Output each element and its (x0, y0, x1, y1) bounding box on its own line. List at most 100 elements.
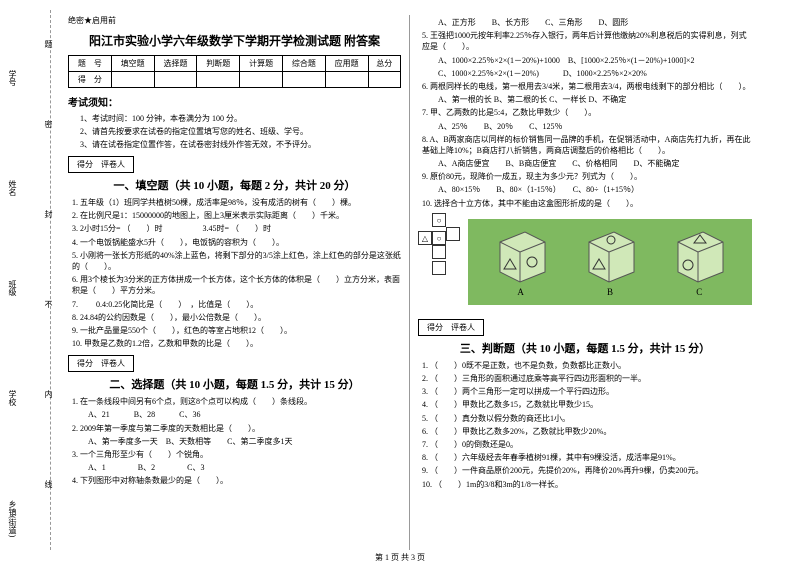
score-box: 得分 评卷人 (418, 319, 484, 336)
question: 7. （ ）0的倒数还是0。 (418, 439, 752, 450)
dice-c: C (668, 227, 730, 297)
cell[interactable] (240, 72, 283, 88)
cell[interactable] (325, 72, 368, 88)
binding-label: 学号 (7, 70, 18, 86)
exam-title: 阳江市实验小学六年级数学下学期开学检测试题 附答案 (68, 32, 401, 49)
question: 5. 小刚将一张长方形纸的40%涂上蓝色，将剩下部分的3/5涂上红色，涂上红色的… (68, 250, 401, 272)
cell: 填空题 (111, 56, 154, 72)
dice-a: A (490, 227, 552, 297)
binding-margin: 乡镇(街道) 学校 班级 姓名 学号 线 内 不 封 密 题 (5, 10, 55, 550)
score-box: 得分 评卷人 (68, 355, 134, 372)
question: A、1000×2.25％×2×(1－20%)+1000 B、[1000×2.25… (418, 55, 752, 66)
cell[interactable] (111, 72, 154, 88)
question: 9. （ ）一件商品原价200元，先提价20%，再降价20%再升9棵，仍卖200… (418, 465, 752, 476)
dice-label: C (668, 287, 730, 297)
page-container: 绝密★启用前 阳江市实验小学六年级数学下学期开学检测试题 附答案 题 号 填空题… (0, 0, 800, 555)
cell: 综合题 (282, 56, 325, 72)
net-and-dice-figure: ○ △○ A B C (418, 213, 752, 311)
seal-char: 密 (43, 120, 54, 128)
cell[interactable] (197, 72, 240, 88)
question: 9. 原价80元，现降价一成五，现主为多少元？列式为（ ）。 (418, 171, 752, 182)
cube-icon (579, 227, 641, 285)
table-row: 得 分 (69, 72, 401, 88)
seal-char: 题 (43, 40, 54, 48)
question: 1. 五年级（1）班同学共植树50棵，成活率是98％，没有成活的树有（ ）棵。 (68, 197, 401, 208)
notice-item: 3、请在试卷指定位置作答，在试卷密封线外作答无效，不予评分。 (68, 139, 401, 150)
question: 4. 一个电饭锅能盛水5升（ ），电饭锅的容积为（ ）。 (68, 237, 401, 248)
left-column: 绝密★启用前 阳江市实验小学六年级数学下学期开学检测试题 附答案 题 号 填空题… (60, 15, 410, 550)
question: 1. （ ）0既不是正数，也不是负数，负数都比正数小。 (418, 360, 752, 371)
table-row: 题 号 填空题 选择题 判断题 计算题 综合题 应用题 总分 (69, 56, 401, 72)
seal-char: 线 (43, 480, 54, 488)
section-title: 三、判断题（共 10 小题，每题 1.5 分，共计 15 分） (418, 340, 752, 356)
question: 10. 甲数是乙数的1.2倍，乙数和甲数的比是（ ）。 (68, 338, 401, 349)
question: 2. 在比例尺是1：15000000的地图上，图上3厘米表示实际距离（ ）千米。 (68, 210, 401, 221)
question: 9. 一批产品量是550个（ ），红色的等室占地积12（ ）。 (68, 325, 401, 336)
question: 7. 0.4:0.25化简比是（ ） ，比值是（ ）。 (68, 299, 401, 310)
question: A、80×15％ B、80×（1-15％） C、80÷（1+15％） (418, 184, 752, 195)
question: 3. 一个三角形至少有（ ）个锐角。 (68, 449, 401, 460)
dice-label: A (490, 287, 552, 297)
question: 4. （ ）甲数比乙数多15，乙数就比甲数少15。 (418, 399, 752, 410)
question: 3. 2小时15分= （ ）时 3.45时= （ ）时 (68, 223, 401, 234)
seal-char: 封 (43, 210, 54, 218)
question: 10. 选择合十立方体，其中不能由这盒图形折成的是（ ）。 (418, 198, 752, 209)
question: 5. （ ）真分数以假分数的商还比1小。 (418, 413, 752, 424)
question: 5. 王强把1000元按年利率2.25％存入银行，两年后计算他缴纳20%利息税后… (418, 30, 752, 52)
cell: 计算题 (240, 56, 283, 72)
cell: 应用题 (325, 56, 368, 72)
cell: 题 号 (69, 56, 112, 72)
dice-label: B (579, 287, 641, 297)
question: 6. 用3个棱长为3分米的正方体拼成一个长方体，这个长方体的体积是（ ）立方分米… (68, 274, 401, 296)
cell: 选择题 (154, 56, 197, 72)
cube-net: ○ △○ (418, 213, 460, 277)
cell[interactable] (154, 72, 197, 88)
cube-icon (490, 227, 552, 285)
question: A、25％ B、20％ C、125％ (418, 121, 752, 132)
question: 8. 24.84的公约因数是（ ），最小公倍数是（ ）。 (68, 312, 401, 323)
cell[interactable] (282, 72, 325, 88)
question: 2. （ ）三角形的面积通过底乘等高平行四边形面积的一半。 (418, 373, 752, 384)
question: A、第一根的长 B、第二根的长 C、一样长 D、不确定 (418, 94, 752, 105)
cell[interactable] (368, 72, 400, 88)
cell: 判断题 (197, 56, 240, 72)
section-title: 二、选择题（共 10 小题，每题 1.5 分，共计 15 分） (68, 376, 401, 392)
notice-title: 考试须知： (68, 94, 401, 109)
question: A、1 B、2 C、3 (68, 462, 401, 473)
question: A、21 B、28 C、36 (68, 409, 401, 420)
page-footer: 第 1 页 共 3 页 (0, 552, 800, 563)
question: 6. 两根同样长的电线，第一根用去3/4米，第二根用去3/4，两根电线剩下的部分… (418, 81, 752, 92)
dice-b: B (579, 227, 641, 297)
question: 2. 2009年第一季度与第二季度的天数相比是（ ）。 (68, 423, 401, 434)
seal-char: 不 (43, 300, 54, 308)
question: 1. 在一条线段中间另有6个点，则这8个点可以构成（ ）条线段。 (68, 396, 401, 407)
question: 6. （ ）甲数比乙数多20%，乙数就比甲数少20%。 (418, 426, 752, 437)
right-column: A、正方形 B、长方形 C、三角形 D、圆形 5. 王强把1000元按年利率2.… (410, 15, 760, 550)
question: 7. 甲、乙两数的比是5:4，乙数比甲数少（ ）。 (418, 107, 752, 118)
section-title: 一、填空题（共 10 小题，每题 2 分，共计 20 分） (68, 177, 401, 193)
dice-options: A B C (468, 219, 752, 305)
question: 3. （ ）两个三角形一定可以拼成一个平行四边形。 (418, 386, 752, 397)
notice-item: 2、请首先按要求在试卷的指定位置填写您的姓名、班级、学号。 (68, 126, 401, 137)
cube-icon (668, 227, 730, 285)
score-table: 题 号 填空题 选择题 判断题 计算题 综合题 应用题 总分 得 分 (68, 55, 401, 88)
notice-item: 1、考试时间：100 分钟，本卷满分为 100 分。 (68, 113, 401, 124)
question: C、1000×2.25％×2×(1－20%) D、1000×2.25％×2×20… (418, 68, 752, 79)
seal-char: 内 (43, 390, 54, 398)
binding-dashed-line (50, 10, 51, 550)
binding-label: 姓名 (7, 180, 18, 196)
question: A、A商店便宜 B、B商店便宜 C、价格相同 D、不能确定 (418, 158, 752, 169)
binding-label: 班级 (7, 280, 18, 296)
score-box: 得分 评卷人 (68, 156, 134, 173)
question: 4. 下列图形中对称轴条数最少的是（ ）。 (68, 475, 401, 486)
question: A、正方形 B、长方形 C、三角形 D、圆形 (418, 17, 752, 28)
question: 10. （ ）1m的3/8和3m的1/8一样长。 (418, 479, 752, 490)
binding-label: 乡镇(街道) (7, 500, 18, 537)
cell: 总分 (368, 56, 400, 72)
question: A、第一季度多一天 B、天数相等 C、第二季度多1天 (68, 436, 401, 447)
secret-label: 绝密★启用前 (68, 15, 401, 26)
cell: 得 分 (69, 72, 112, 88)
question: 8. （ ）六年级经去年春季植树91棵，其中有9棵没活，成活率是91%。 (418, 452, 752, 463)
question: 8. A、B两家商店以同样的标价销售同一品牌的手机，在促销活动中，A商店先打九折… (418, 134, 752, 156)
binding-label: 学校 (7, 390, 18, 406)
